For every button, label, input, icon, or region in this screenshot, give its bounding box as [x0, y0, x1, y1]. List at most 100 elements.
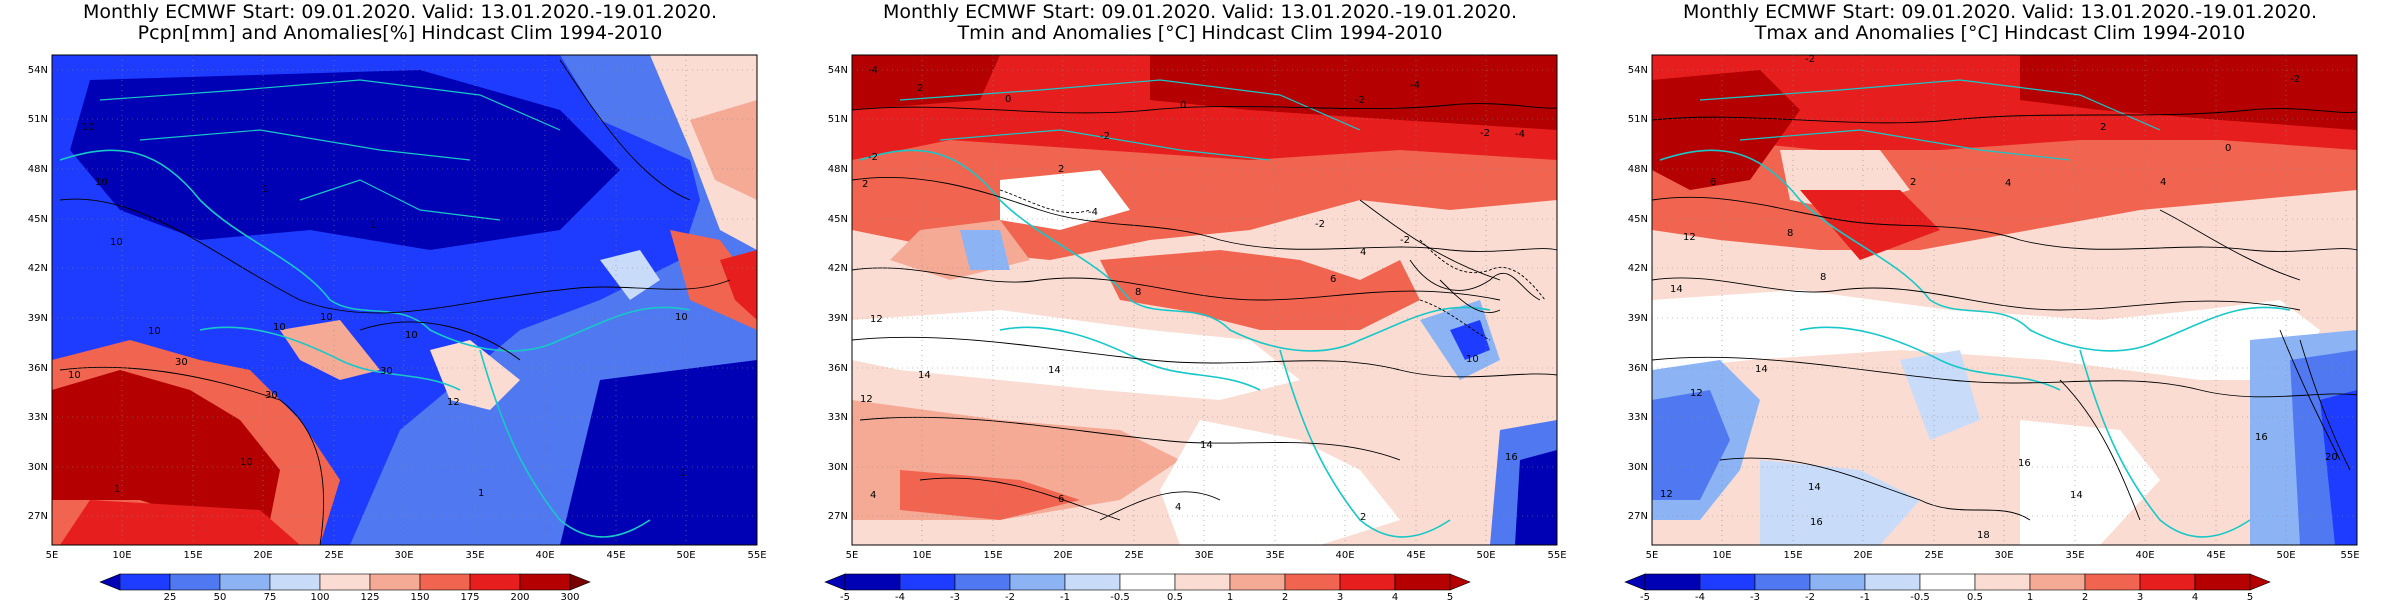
contour-label: 4 — [2160, 177, 2166, 188]
contour-label: 2 — [2100, 122, 2106, 133]
x-tick-label: 45E — [606, 550, 625, 561]
contour-label: 10 — [110, 237, 123, 248]
contour-label: 10 — [320, 312, 333, 323]
contour-label: 14 — [1048, 365, 1061, 376]
colorbar: -5 -4 -3 -2 -1 -0.5 0.5 1 2 3 4 5 — [1624, 573, 2271, 600]
x-tick-label: 5E — [846, 550, 859, 561]
y-tick-label: 33N — [828, 412, 848, 423]
contour-label: 16 — [2018, 458, 2031, 469]
colorbar: -5 -4 -3 -2 -1 -0.5 0.5 1 2 3 4 5 — [824, 573, 1471, 600]
colorbar: 25 50 75 100 125 150 175 200 300 — [99, 573, 591, 600]
contour-label: -4 — [1088, 207, 1098, 218]
contour-label: 4 — [1175, 502, 1181, 513]
contour-label: 10 — [148, 326, 161, 337]
colorbar-label: 2 — [1282, 592, 1288, 600]
y-tick-label: 48N — [1628, 164, 1648, 175]
colorbar-label: -1 — [1860, 592, 1870, 600]
colorbar-label: -2 — [1805, 592, 1815, 600]
contour-label: -2 — [1480, 128, 1490, 139]
y-tick-label: 39N — [1628, 313, 1648, 324]
x-tick-label: 50E — [2276, 550, 2295, 561]
colorbar-label: 175 — [460, 592, 479, 600]
contour-label: 12 — [1683, 232, 1696, 243]
y-tick-label: 45N — [28, 214, 48, 225]
colorbar-label: 3 — [1337, 592, 1343, 600]
x-tick-label: 55E — [1547, 550, 1566, 561]
panel-precipitation: Monthly ECMWF Start: 09.01.2020. Valid: … — [0, 0, 800, 600]
y-tick-label: 30N — [1628, 462, 1648, 473]
contour-label: 1 — [370, 220, 376, 231]
colorbar-label: -4 — [1695, 592, 1705, 600]
panel-title-line1: Monthly ECMWF Start: 09.01.2020. Valid: … — [1683, 1, 2317, 23]
y-tick-label: 45N — [828, 214, 848, 225]
y-tick-label: 42N — [828, 263, 848, 274]
x-tick-label: 5E — [46, 550, 59, 561]
contour-label: -4 — [1515, 129, 1525, 140]
contour-label: 2 — [1910, 177, 1916, 188]
contour-label: -2 — [1355, 95, 1365, 106]
panel-title-line1: Monthly ECMWF Start: 09.01.2020. Valid: … — [83, 1, 717, 23]
contour-label: -2 — [1315, 219, 1325, 230]
y-tick-label: 27N — [828, 511, 848, 522]
y-tick-label: 42N — [1628, 263, 1648, 274]
contour-label: 10 — [675, 312, 688, 323]
y-tick-label: 27N — [1628, 511, 1648, 522]
contour-label: 1 — [262, 184, 268, 195]
x-tick-label: 25E — [324, 550, 343, 561]
contour-label: 16 — [2255, 432, 2268, 443]
x-tick-label: 50E — [1476, 550, 1495, 561]
x-tick-label: 30E — [1194, 550, 1213, 561]
contour-label: 16 — [1810, 517, 1823, 528]
y-tick-label: 30N — [28, 462, 48, 473]
y-tick-label: 51N — [28, 114, 48, 125]
contour-label: 10 — [405, 330, 418, 341]
contour-label: 18 — [1977, 530, 1990, 541]
contour-label: 6 — [1058, 494, 1064, 505]
x-tick-label: 15E — [983, 550, 1002, 561]
colorbar-label: 1 — [2027, 592, 2033, 600]
contour-label: 12 — [1690, 388, 1703, 399]
contour-label: -4 — [1410, 80, 1420, 91]
x-tick-label: 20E — [1053, 550, 1072, 561]
contour-label: 30 — [175, 357, 188, 368]
contour-label: 10 — [1466, 354, 1479, 365]
contour-label: 2 — [862, 179, 868, 190]
colorbar-label: -0.5 — [1910, 592, 1930, 600]
colorbar-label: 2 — [2082, 592, 2088, 600]
panel-tmin: Monthly ECMWF Start: 09.01.2020. Valid: … — [800, 0, 1600, 600]
colorbar-label: 125 — [360, 592, 379, 600]
x-tick-label: 30E — [1994, 550, 2013, 561]
contour-label: 12 — [1660, 489, 1673, 500]
x-tick-label: 35E — [2065, 550, 2084, 561]
x-tick-label: 30E — [394, 550, 413, 561]
y-tick-label: 51N — [1628, 114, 1648, 125]
contour-label: 4 — [870, 490, 876, 501]
y-tick-label: 36N — [1628, 363, 1648, 374]
y-tick-label: 54N — [28, 65, 48, 76]
precipitation-map: 10 10 1 1 10 10 10 30 10 30 30 10 10 10 … — [28, 54, 767, 600]
contour-label: 4 — [2005, 178, 2011, 189]
contour-label: 10 — [273, 322, 286, 333]
colorbar-label: 5 — [2247, 592, 2253, 600]
contour-label: 2 — [1058, 164, 1064, 175]
y-tick-label: 48N — [28, 164, 48, 175]
x-tick-label: 20E — [253, 550, 272, 561]
y-tick-label: 27N — [28, 511, 48, 522]
colorbar-label: 150 — [410, 592, 429, 600]
colorbar-label: 25 — [164, 592, 177, 600]
x-tick-label: 25E — [1124, 550, 1143, 561]
x-tick-label: 20E — [1853, 550, 1872, 561]
x-tick-label: 15E — [183, 550, 202, 561]
contour-label: 0 — [1005, 94, 1011, 105]
contour-label: 1 — [114, 484, 120, 495]
contour-label: 1 — [478, 488, 484, 499]
colorbar-label: 0.5 — [1967, 592, 1983, 600]
x-tick-label: 50E — [676, 550, 695, 561]
contour-label: -4 — [868, 65, 878, 76]
x-tick-label: 10E — [912, 550, 931, 561]
y-tick-label: 36N — [28, 363, 48, 374]
y-tick-label: 33N — [28, 412, 48, 423]
colorbar-label: 100 — [310, 592, 329, 600]
x-tick-label: 40E — [2135, 550, 2154, 561]
y-tick-label: 39N — [828, 313, 848, 324]
